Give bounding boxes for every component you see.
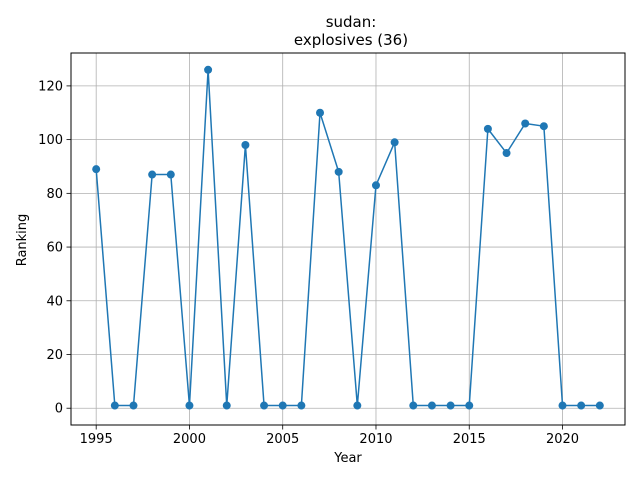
data-point [595, 401, 604, 410]
x-tick-label: 1995 [80, 432, 113, 447]
data-point [297, 401, 306, 410]
data-point [110, 401, 119, 410]
data-point [427, 401, 436, 410]
y-axis-ticks: 0 20 40 60 80 100 120 [38, 79, 71, 417]
data-point [446, 401, 455, 410]
data-point [166, 170, 175, 179]
series-line [95, 69, 600, 407]
x-tick-label: 2020 [546, 432, 579, 447]
data-point [502, 149, 511, 158]
data-point [148, 170, 157, 179]
data-point [185, 401, 194, 410]
plot-frame [70, 52, 626, 426]
data-point [465, 401, 474, 410]
data-point [334, 167, 343, 176]
data-point [390, 138, 399, 147]
data-point [521, 119, 530, 128]
x-tick-label: 2010 [359, 432, 392, 447]
x-axis-ticks: 1995 2000 2005 2010 2015 2020 [80, 425, 579, 447]
y-tick-label: 100 [38, 133, 63, 148]
grid-lines [71, 53, 625, 425]
y-tick-label: 60 [46, 241, 63, 256]
y-tick-label: 120 [38, 79, 63, 94]
data-point [409, 401, 418, 410]
chart-title-line-2: explosives (36) [294, 31, 408, 49]
y-tick-label: 0 [55, 402, 63, 417]
data-point [222, 401, 231, 410]
data-point [558, 401, 567, 410]
x-tick-label: 2015 [453, 432, 486, 447]
y-tick-label: 40 [46, 294, 63, 309]
y-tick-label: 80 [46, 187, 63, 202]
x-tick-label: 2000 [173, 432, 206, 447]
data-point [241, 140, 250, 149]
data-point [129, 401, 138, 410]
data-point [577, 401, 586, 410]
y-tick-label: 20 [46, 348, 63, 363]
data-point [353, 401, 362, 410]
data-point [260, 401, 269, 410]
data-point [278, 401, 287, 410]
x-tick-label: 2005 [266, 432, 299, 447]
chart-title-line-1: sudan: [326, 13, 377, 31]
data-point [483, 124, 492, 133]
data-point [204, 65, 213, 74]
data-point [92, 165, 101, 174]
x-axis-label: Year [333, 451, 362, 466]
y-axis-label: Ranking [15, 214, 30, 267]
data-point [316, 108, 325, 117]
series-layer [92, 65, 604, 410]
data-point [371, 181, 380, 190]
data-point [539, 122, 548, 131]
